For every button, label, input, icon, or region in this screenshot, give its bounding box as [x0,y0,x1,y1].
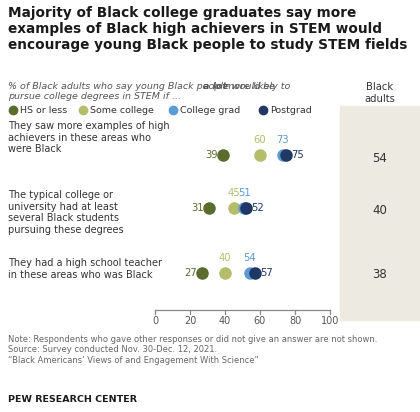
Text: 80: 80 [289,316,301,326]
Text: 40: 40 [219,253,231,263]
Text: Majority of Black college graduates say more
examples of Black high achievers in: Majority of Black college graduates say … [8,6,407,52]
Text: pursue college degrees in STEM if ...: pursue college degrees in STEM if ... [8,92,181,101]
Text: Postgrad: Postgrad [270,106,312,115]
Text: 54: 54 [243,253,256,263]
Text: 75: 75 [291,150,304,160]
Text: 52: 52 [251,203,264,213]
Text: 40: 40 [219,316,231,326]
Text: a lot: a lot [203,82,227,91]
Text: HS or less: HS or less [20,106,67,115]
Text: Some college: Some college [90,106,154,115]
Text: 73: 73 [276,135,289,145]
Text: PEW RESEARCH CENTER: PEW RESEARCH CENTER [8,395,137,404]
Text: 40: 40 [373,204,387,216]
Text: College grad: College grad [180,106,240,115]
Text: 38: 38 [373,269,387,281]
Text: 31: 31 [192,203,204,213]
Text: 57: 57 [260,268,273,278]
Text: 45: 45 [228,188,240,198]
Text: 27: 27 [184,268,197,278]
Text: The typical college or
university had at least
several Black students
pursuing t: The typical college or university had at… [8,190,123,235]
Text: 20: 20 [184,316,196,326]
Text: 100: 100 [321,316,339,326]
Text: Note: Respondents who gave other responses or did not give an answer are not sho: Note: Respondents who gave other respons… [8,335,378,365]
Text: % of Black adults who say young Black people would be: % of Black adults who say young Black pe… [8,82,278,91]
Text: They saw more examples of high
achievers in these areas who
were Black: They saw more examples of high achievers… [8,121,170,154]
Text: They had a high school teacher
in these areas who was Black: They had a high school teacher in these … [8,258,162,280]
Text: 60: 60 [254,135,266,145]
Text: 54: 54 [373,152,387,164]
Bar [340,106,420,320]
Text: 60: 60 [254,316,266,326]
Text: 39: 39 [206,150,218,160]
Text: 51: 51 [238,188,251,198]
Text: Black
adults: Black adults [365,82,396,104]
Text: more likely to: more likely to [222,82,290,91]
Text: 0: 0 [152,316,158,326]
